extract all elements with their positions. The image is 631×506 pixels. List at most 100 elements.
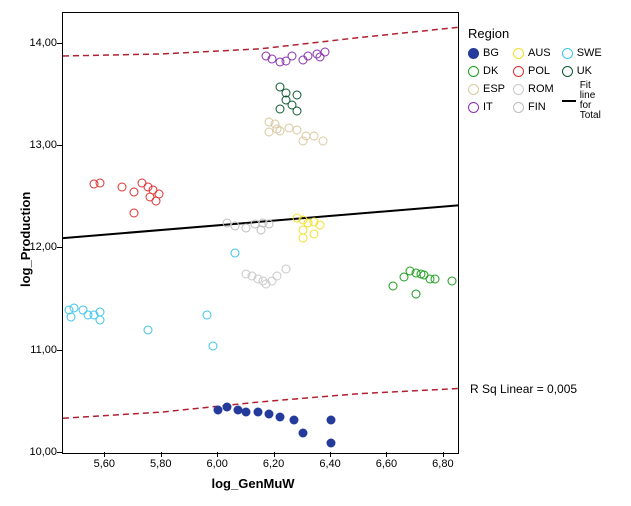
- x-tick-mark: [161, 452, 162, 457]
- x-tick-mark: [104, 452, 105, 457]
- legend-item-pol: POL: [513, 63, 554, 79]
- data-point-swe: [202, 310, 211, 319]
- legend-item-bg: BG: [468, 45, 505, 61]
- y-tick-mark: [57, 43, 62, 44]
- scatter-chart: 10,0011,0012,0013,0014,00 5,605,806,006,…: [0, 0, 631, 506]
- y-tick-mark: [57, 452, 62, 453]
- data-point-it: [287, 51, 296, 60]
- y-tick-label: 10,00: [7, 446, 57, 458]
- legend-item-rom: ROM: [513, 81, 554, 97]
- x-tick-mark: [217, 452, 218, 457]
- data-point-pol: [95, 178, 104, 187]
- data-point-pol: [129, 188, 138, 197]
- data-point-bg: [327, 416, 336, 425]
- x-tick-label: 6,40: [319, 458, 340, 470]
- data-point-esp: [293, 125, 302, 134]
- data-point-it: [321, 47, 330, 56]
- data-point-fin: [264, 219, 273, 228]
- x-tick-label: 6,00: [206, 458, 227, 470]
- x-axis-label: log_GenMuW: [212, 476, 295, 491]
- data-point-fin: [256, 225, 265, 234]
- data-point-bg: [242, 408, 251, 417]
- legend-swatch-dk: [468, 66, 479, 77]
- fit-line-label: FitlineforTotal: [580, 81, 601, 121]
- data-point-bg: [264, 410, 273, 419]
- data-point-rom: [273, 271, 282, 280]
- data-point-bg: [298, 428, 307, 437]
- y-tick-mark: [57, 145, 62, 146]
- legend-item-fin: FIN: [513, 99, 554, 115]
- legend-label: ROM: [528, 81, 554, 97]
- legend-swatch-rom: [513, 84, 524, 95]
- data-point-pol: [129, 208, 138, 217]
- data-point-pol: [152, 197, 161, 206]
- x-tick-mark: [274, 452, 275, 457]
- legend-label: SWE: [577, 45, 602, 61]
- y-tick-label: 11,00: [7, 344, 57, 356]
- data-point-fin: [231, 221, 240, 230]
- legend-item-uk: UK: [562, 63, 602, 79]
- data-point-bg: [222, 402, 231, 411]
- data-point-uk: [293, 90, 302, 99]
- data-point-dk: [448, 277, 457, 286]
- legend-swatch-aus: [513, 48, 524, 59]
- y-tick-mark: [57, 247, 62, 248]
- data-point-swe: [231, 249, 240, 258]
- data-point-swe: [67, 312, 76, 321]
- data-point-swe: [95, 315, 104, 324]
- plot-area: [62, 12, 459, 454]
- legend-label: DK: [483, 63, 498, 79]
- data-point-dk: [431, 275, 440, 284]
- legend-label: ESP: [483, 81, 505, 97]
- legend-item-aus: AUS: [513, 45, 554, 61]
- legend-swatch-swe: [562, 48, 573, 59]
- y-tick-mark: [57, 350, 62, 351]
- legend-item-dk: DK: [468, 63, 505, 79]
- legend-label: BG: [483, 45, 499, 61]
- x-tick-label: 5,60: [94, 458, 115, 470]
- data-point-esp: [318, 136, 327, 145]
- x-tick-label: 5,80: [150, 458, 171, 470]
- y-tick-label: 13,00: [7, 139, 57, 151]
- x-tick-mark: [386, 452, 387, 457]
- data-point-rom: [281, 264, 290, 273]
- legend: Region BG DK ESP IT AUS POL ROM FIN SWE UK Fitline…: [468, 26, 602, 121]
- legend-item-it: IT: [468, 99, 505, 115]
- data-point-swe: [208, 341, 217, 350]
- legend-swatch-it: [468, 102, 479, 113]
- legend-label: IT: [483, 99, 493, 115]
- legend-item-esp: ESP: [468, 81, 505, 97]
- data-point-dk: [411, 290, 420, 299]
- data-point-bg: [276, 413, 285, 422]
- data-point-uk: [276, 105, 285, 114]
- legend-label: POL: [528, 63, 550, 79]
- legend-swatch-esp: [468, 84, 479, 95]
- data-point-aus: [310, 230, 319, 239]
- data-point-pol: [118, 182, 127, 191]
- data-point-dk: [389, 282, 398, 291]
- legend-item-fit-line: FitlineforTotal: [562, 81, 602, 121]
- x-tick-mark: [443, 452, 444, 457]
- legend-swatch-fin: [513, 102, 524, 113]
- x-tick-label: 6,60: [376, 458, 397, 470]
- fit-line-swatch: [562, 100, 576, 102]
- legend-item-swe: SWE: [562, 45, 602, 61]
- data-point-aus: [298, 234, 307, 243]
- data-point-uk: [293, 107, 302, 116]
- data-point-bg: [327, 438, 336, 447]
- legend-label: AUS: [528, 45, 551, 61]
- y-tick-label: 14,00: [7, 37, 57, 49]
- legend-swatch-pol: [513, 66, 524, 77]
- legend-label: FIN: [528, 99, 546, 115]
- data-point-aus: [315, 220, 324, 229]
- data-point-swe: [143, 326, 152, 335]
- legend-swatch-bg: [468, 48, 479, 59]
- legend-title: Region: [468, 26, 602, 41]
- data-point-bg: [290, 416, 299, 425]
- x-tick-label: 6,80: [432, 458, 453, 470]
- y-axis-label: log_Production: [18, 192, 33, 287]
- legend-swatch-uk: [562, 66, 573, 77]
- x-tick-label: 6,20: [263, 458, 284, 470]
- x-tick-mark: [330, 452, 331, 457]
- legend-label: UK: [577, 63, 592, 79]
